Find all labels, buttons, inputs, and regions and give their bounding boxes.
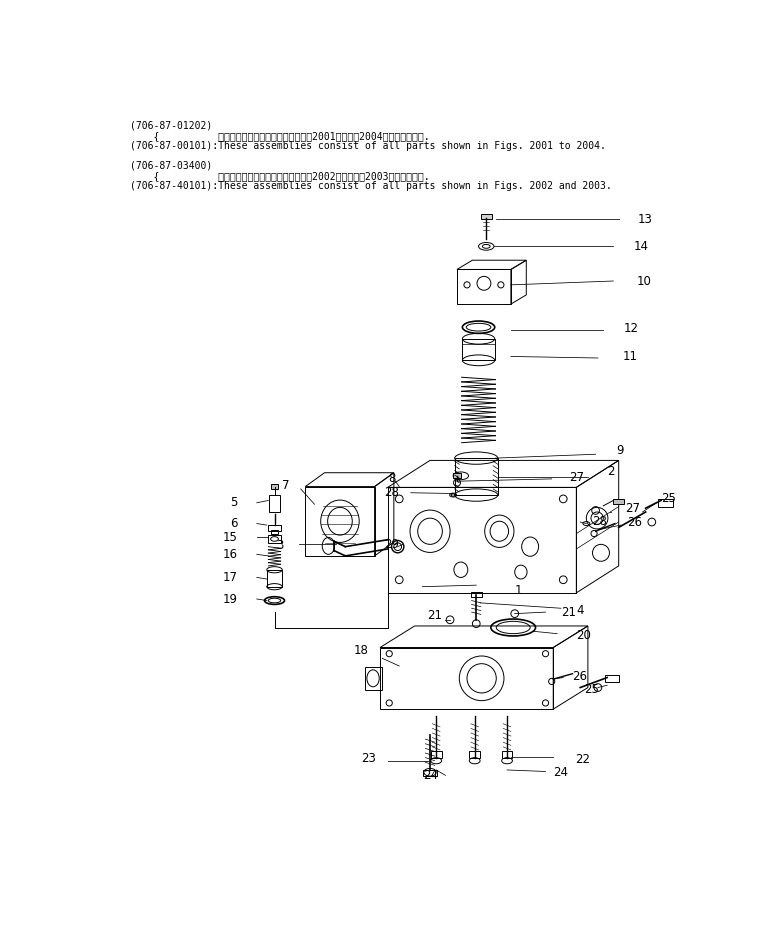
- Bar: [269, 495, 280, 512]
- Text: 24: 24: [553, 765, 568, 778]
- Text: 25: 25: [661, 492, 676, 505]
- Bar: [605, 675, 618, 683]
- Text: 18: 18: [354, 644, 369, 658]
- Bar: [267, 570, 282, 587]
- Text: (706-87-00101):These assemblies consist of all parts shown in Figs. 2001 to 2004: (706-87-00101):These assemblies consist …: [130, 140, 605, 151]
- Text: 3: 3: [276, 539, 284, 552]
- Text: 14: 14: [634, 240, 649, 253]
- Text: 16: 16: [223, 548, 237, 561]
- Bar: [380, 647, 553, 709]
- Bar: [305, 486, 375, 556]
- Bar: [271, 485, 279, 489]
- Bar: [469, 751, 480, 758]
- Text: 2: 2: [607, 465, 615, 478]
- Text: 25: 25: [584, 683, 599, 696]
- Text: 1: 1: [514, 584, 522, 597]
- Text: 4: 4: [577, 604, 584, 618]
- Text: 22: 22: [575, 753, 590, 766]
- Text: 19: 19: [223, 593, 237, 606]
- Text: 27: 27: [569, 471, 584, 484]
- Bar: [365, 667, 382, 690]
- Text: 6: 6: [230, 517, 237, 530]
- Text: 9: 9: [616, 444, 624, 457]
- Bar: [613, 498, 624, 504]
- Bar: [462, 339, 495, 360]
- Bar: [658, 498, 674, 507]
- Bar: [501, 751, 512, 758]
- Text: (706-87-03400): (706-87-03400): [130, 161, 212, 171]
- Bar: [431, 751, 442, 758]
- Bar: [457, 270, 511, 304]
- Bar: [423, 770, 437, 777]
- Text: 27: 27: [625, 502, 641, 515]
- Text: 7: 7: [282, 479, 290, 492]
- Text: 17: 17: [223, 571, 237, 584]
- Text: {          これらのアセンブリの構成部品は第2002図および第2003図を含みます.: { これらのアセンブリの構成部品は第2002図および第2003図を含みます.: [130, 171, 429, 181]
- Text: (706-87-40101):These assemblies consist of all parts shown in Figs. 2002 and 200: (706-87-40101):These assemblies consist …: [130, 181, 611, 191]
- Bar: [455, 458, 497, 495]
- Text: 12: 12: [624, 322, 639, 335]
- Text: 26: 26: [627, 515, 643, 528]
- Text: 21: 21: [561, 605, 576, 618]
- Text: 29: 29: [384, 538, 399, 551]
- Text: 26: 26: [573, 670, 587, 683]
- Text: 13: 13: [638, 213, 653, 226]
- Text: (706-87-01202): (706-87-01202): [130, 121, 212, 131]
- Text: {          これらのアセンブリの構成部品は第2001図から第2004図まで含みます.: { これらのアセンブリの構成部品は第2001図から第2004図まで含みます.: [130, 131, 429, 140]
- Text: 10: 10: [636, 274, 651, 287]
- Bar: [268, 535, 281, 543]
- Bar: [271, 530, 279, 535]
- Text: 21: 21: [428, 609, 442, 622]
- Text: 28: 28: [384, 486, 399, 499]
- Bar: [268, 525, 281, 531]
- Text: 5: 5: [230, 497, 237, 510]
- Text: 24: 24: [423, 769, 438, 782]
- Text: 8: 8: [388, 472, 396, 485]
- Text: 23: 23: [362, 751, 376, 764]
- Bar: [481, 214, 492, 219]
- Bar: [388, 487, 577, 592]
- Bar: [471, 592, 482, 597]
- Bar: [453, 473, 461, 478]
- Text: 28: 28: [592, 514, 607, 527]
- Text: 15: 15: [223, 531, 237, 544]
- Text: 20: 20: [577, 629, 591, 642]
- Text: 11: 11: [622, 350, 638, 363]
